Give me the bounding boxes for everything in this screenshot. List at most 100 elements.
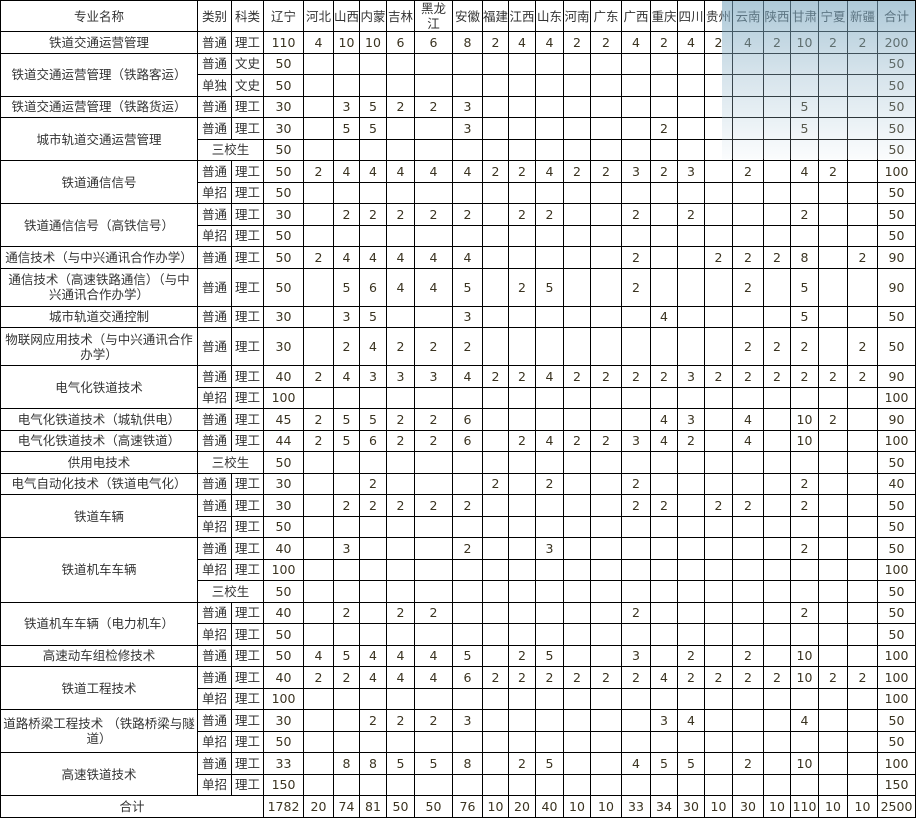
quota-cell: 2 [763, 246, 791, 269]
row-total: 100 [877, 160, 916, 183]
summary-cell: 20 [303, 795, 334, 818]
quota-cell: 40 [263, 365, 304, 388]
quota-cell [590, 267, 622, 307]
quota-cell [482, 95, 509, 118]
quota-cell [303, 752, 334, 775]
quota-cell: 2 [333, 494, 360, 517]
quota-cell: 2 [790, 537, 819, 560]
quota-cell [386, 386, 415, 409]
category-cell: 单独 [197, 74, 232, 97]
major-name: 铁道通信信号（高铁信号） [0, 203, 198, 247]
quota-cell [650, 623, 678, 646]
quota-cell [732, 117, 764, 140]
quota-cell [704, 386, 733, 409]
quota-cell [818, 429, 848, 452]
category-cell: 单招 [197, 224, 232, 247]
quota-cell: 5 [790, 267, 819, 307]
quota-cell [482, 386, 509, 409]
quota-cell [359, 773, 387, 796]
quota-cell [704, 160, 733, 183]
quota-cell [303, 773, 334, 796]
quota-cell [414, 52, 453, 75]
quota-cell: 2 [818, 365, 848, 388]
quota-cell [563, 267, 591, 307]
quota-cell: 40 [263, 666, 304, 689]
quota-cell: 10 [790, 31, 819, 54]
quota-cell [482, 117, 509, 140]
quota-cell [677, 74, 705, 97]
quota-cell [763, 305, 791, 328]
quota-cell [763, 601, 791, 624]
major-name: 铁道交通运营管理（铁路货运） [0, 95, 198, 118]
quota-cell [414, 623, 453, 646]
quota-cell [763, 451, 791, 474]
row-total: 50 [877, 203, 916, 226]
quota-cell: 6 [452, 408, 483, 431]
header-province: 广西 [621, 0, 651, 32]
quota-cell [563, 224, 591, 247]
subject-cell: 理工 [231, 515, 264, 538]
quota-cell: 2 [847, 31, 878, 54]
quota-cell: 2 [452, 494, 483, 517]
quota-cell: 50 [263, 267, 304, 307]
summary-cell: 30 [677, 795, 705, 818]
header-province: 广东 [590, 0, 622, 32]
category-cell: 普通 [197, 644, 232, 667]
quota-cell [452, 138, 483, 161]
quota-cell: 2 [818, 408, 848, 431]
quota-cell [535, 117, 564, 140]
quota-cell [704, 305, 733, 328]
row-total: 50 [877, 95, 916, 118]
row-total: 100 [877, 752, 916, 775]
quota-cell: 5 [650, 752, 678, 775]
header-province: 山西 [333, 0, 360, 32]
quota-cell [818, 515, 848, 538]
header-province: 河南 [563, 0, 591, 32]
quota-cell [621, 224, 651, 247]
quota-cell: 2 [333, 601, 360, 624]
header-province: 重庆 [650, 0, 678, 32]
quota-cell [359, 181, 387, 204]
quota-cell: 4 [359, 644, 387, 667]
subject-cell: 理工 [231, 160, 264, 183]
row-total: 50 [877, 74, 916, 97]
quota-cell [563, 709, 591, 732]
major-name: 铁道交通运营管理（铁路客运） [0, 52, 198, 97]
quota-cell: 6 [359, 267, 387, 307]
quota-cell [535, 623, 564, 646]
header-province: 吉林 [386, 0, 415, 32]
quota-cell [563, 537, 591, 560]
quota-cell [414, 224, 453, 247]
quota-cell: 4 [677, 709, 705, 732]
subject-cell: 理工 [231, 709, 264, 732]
quota-cell [763, 687, 791, 710]
quota-cell: 100 [263, 687, 304, 710]
major-name: 电气化铁道技术（高速铁道） [0, 429, 198, 452]
major-name: 铁道通信信号 [0, 160, 198, 204]
quota-cell: 2 [508, 666, 536, 689]
quota-cell [677, 95, 705, 118]
quota-cell [650, 138, 678, 161]
quota-cell [482, 773, 509, 796]
quota-cell: 2 [677, 644, 705, 667]
quota-cell [732, 138, 764, 161]
quota-cell [452, 472, 483, 495]
quota-cell [414, 386, 453, 409]
quota-cell [650, 730, 678, 753]
table-row: 铁道通信信号 普通 理工 50 2 4 4 4 4 4 2 2 4 2 2 3 2 3 2 4 2 100 [0, 160, 916, 204]
quota-cell: 2 [650, 160, 678, 183]
quota-cell: 2 [790, 203, 819, 226]
table-row: 电气化铁道技术 普通 理工 40 2 4 3 3 3 4 2 2 4 2 2 2 2 3 2 2 2 2 2 2 90 [0, 365, 916, 409]
quota-cell [333, 451, 360, 474]
quota-cell: 2 [414, 408, 453, 431]
quota-cell [677, 623, 705, 646]
quota-cell [704, 601, 733, 624]
quota-cell [508, 709, 536, 732]
quota-cell: 2 [414, 494, 453, 517]
quota-cell [452, 451, 483, 474]
quota-cell [650, 558, 678, 581]
quota-cell [763, 773, 791, 796]
header-province: 云南 [732, 0, 764, 32]
quota-cell: 8 [359, 752, 387, 775]
quota-cell: 2 [704, 365, 733, 388]
